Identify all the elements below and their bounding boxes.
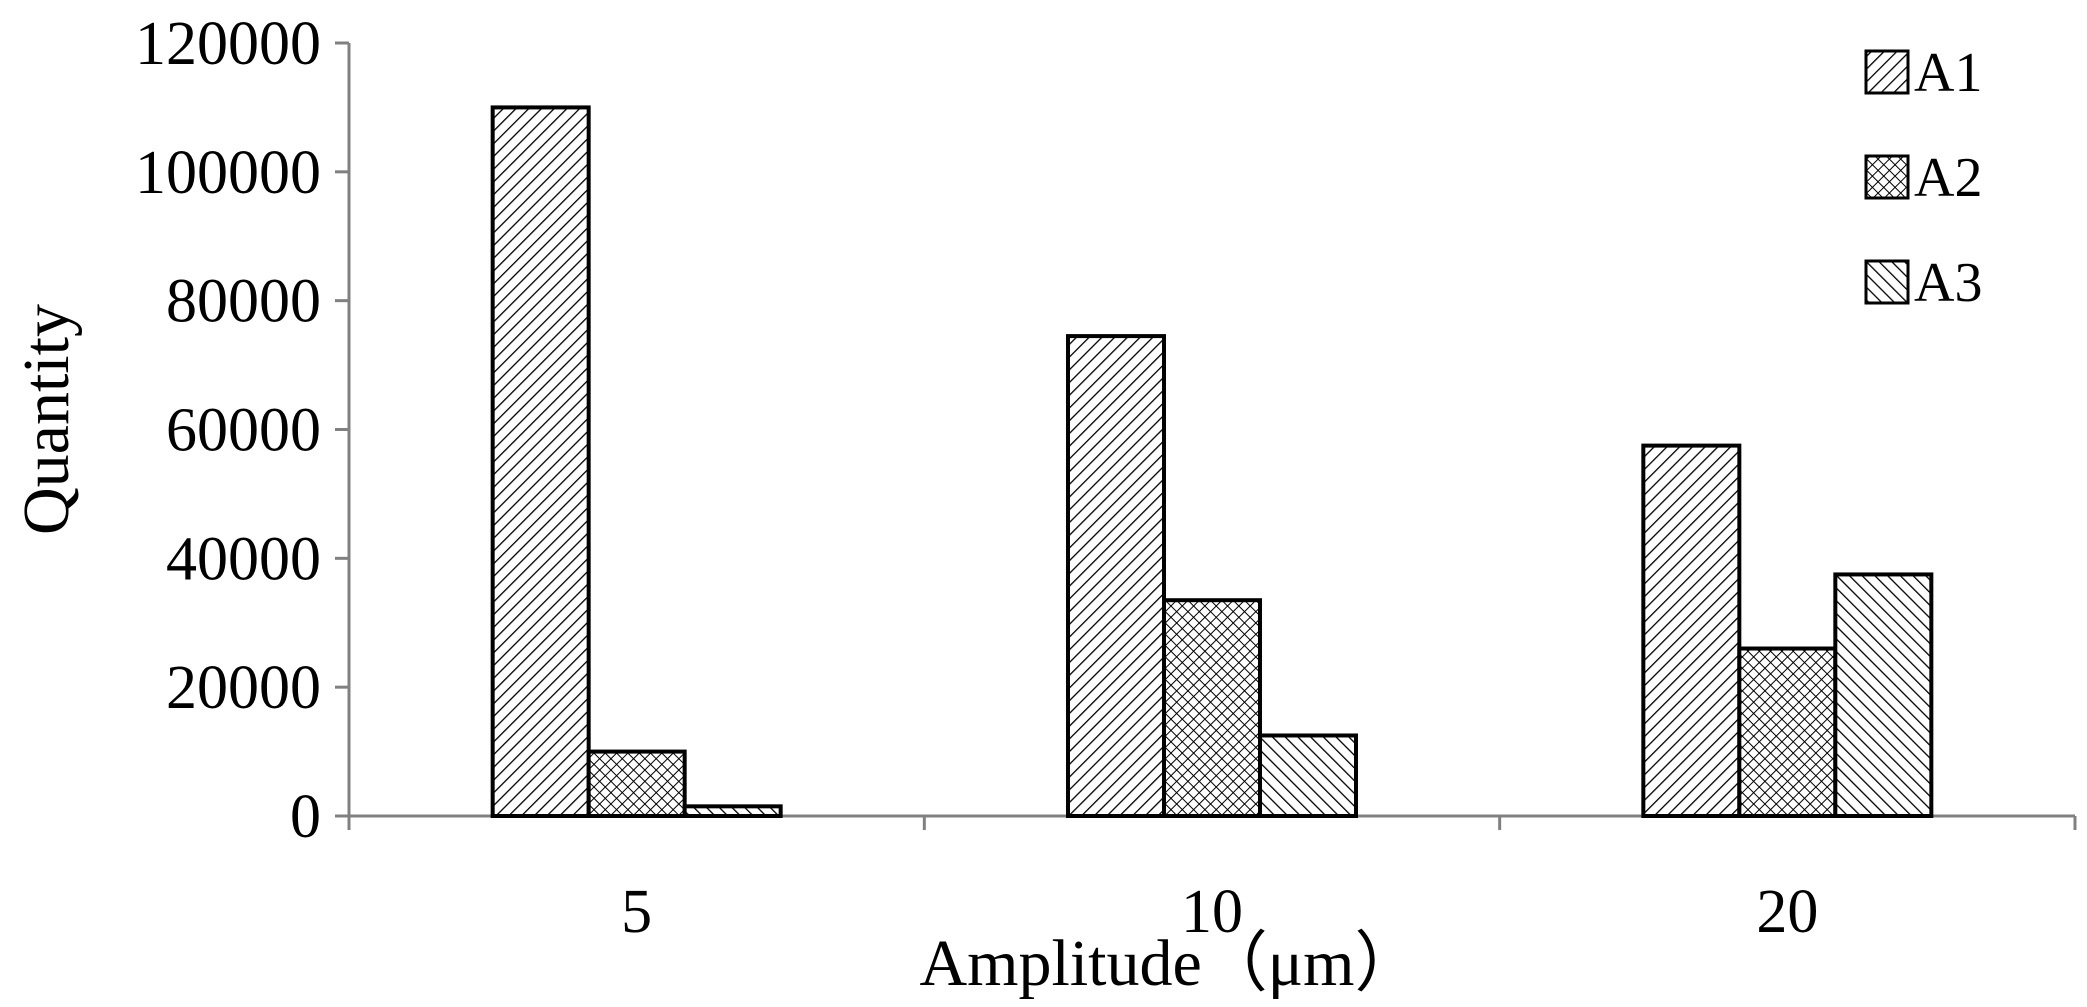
legend-label-a1: A1 bbox=[1914, 42, 1982, 104]
y-axis: 0 20000 40000 60000 80000 100000 120000 bbox=[135, 10, 351, 851]
y-tick-label: 20000 bbox=[166, 654, 321, 722]
y-tick-label: 100000 bbox=[135, 139, 321, 207]
bar-a1-10 bbox=[1066, 334, 1166, 818]
bar-a3-10 bbox=[1258, 733, 1358, 819]
bar-a2-20 bbox=[1737, 646, 1838, 818]
y-tick-label: 40000 bbox=[166, 525, 321, 593]
legend: A1 A2 A3 bbox=[1864, 42, 1982, 314]
bar-a2-10 bbox=[1162, 598, 1262, 818]
legend-label-a3: A3 bbox=[1914, 252, 1982, 314]
legend-swatch-a2 bbox=[1864, 154, 1910, 200]
x-axis-title: Amplitude（μm） bbox=[919, 927, 1420, 1000]
y-tick-label: 80000 bbox=[166, 268, 321, 336]
bar-a3-20 bbox=[1833, 572, 1934, 818]
y-axis-title: Quantity bbox=[10, 304, 83, 535]
legend-label-a2: A2 bbox=[1914, 147, 1982, 209]
x-tick-label: 5 bbox=[621, 878, 652, 946]
bar-a1-5 bbox=[490, 105, 591, 818]
y-tick-label: 0 bbox=[290, 783, 321, 851]
legend-swatch-a1 bbox=[1864, 49, 1910, 95]
x-tick-label: 10 bbox=[1181, 878, 1243, 946]
bar-a1-20 bbox=[1641, 443, 1742, 818]
y-tick-label: 60000 bbox=[166, 397, 321, 465]
bars bbox=[490, 105, 1934, 819]
y-tick-label: 120000 bbox=[135, 10, 321, 78]
bar-a2-5 bbox=[586, 749, 687, 818]
x-tick-label: 20 bbox=[1756, 878, 1818, 946]
bar-a3-5 bbox=[682, 804, 783, 819]
legend-swatch-a3 bbox=[1864, 259, 1910, 305]
